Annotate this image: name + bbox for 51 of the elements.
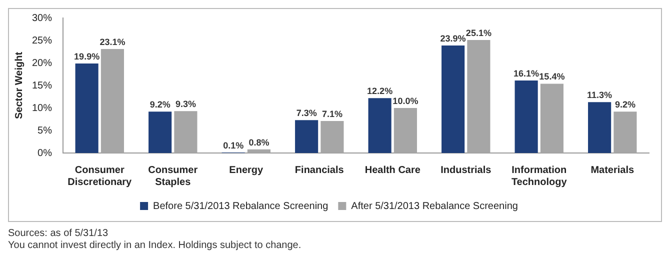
data-label: 9.3% bbox=[175, 99, 196, 110]
data-label: 7.3% bbox=[296, 108, 317, 118]
x-tick-label: Consumer Discretionary bbox=[68, 164, 132, 188]
bar bbox=[320, 121, 344, 153]
bar bbox=[295, 120, 318, 153]
bar bbox=[394, 108, 417, 153]
bar bbox=[148, 112, 172, 153]
x-tick-label: Materials bbox=[590, 164, 634, 176]
bar bbox=[442, 45, 465, 153]
data-label: 9.2% bbox=[150, 100, 170, 110]
y-tick-label: 20% bbox=[32, 58, 52, 69]
bar bbox=[100, 49, 124, 153]
bar bbox=[174, 111, 198, 153]
data-label: 23.9% bbox=[440, 33, 466, 44]
y-tick-label: 15% bbox=[32, 80, 52, 92]
data-label: 7.1% bbox=[322, 109, 342, 120]
x-tick-label: Energy bbox=[229, 164, 264, 176]
data-label: 19.9% bbox=[74, 51, 100, 62]
y-axis-title: Sector Weight bbox=[14, 51, 25, 120]
bar bbox=[368, 98, 392, 153]
y-tick-label: 25% bbox=[32, 35, 52, 46]
bar bbox=[467, 40, 490, 153]
legend-label: Before 5/31/2013 Rebalance Screening bbox=[153, 200, 328, 212]
data-label: 12.2% bbox=[367, 86, 393, 96]
data-label: 0.1% bbox=[223, 140, 244, 151]
x-tick-label: Information Technology bbox=[511, 164, 568, 188]
x-tick-label: Industrials bbox=[440, 164, 492, 176]
x-tick-label: Consumer Staples bbox=[148, 164, 198, 188]
bar bbox=[588, 102, 612, 153]
bar bbox=[247, 149, 270, 153]
x-tick-label: Financials bbox=[294, 164, 344, 176]
data-label: 25.1% bbox=[466, 28, 492, 38]
legend-label: After 5/31/2013 Rebalance Screening bbox=[351, 200, 518, 212]
bar bbox=[614, 112, 637, 153]
data-label: 15.4% bbox=[539, 72, 565, 82]
text: You cannot invest directly in an Index. Holdings subject to change. bbox=[8, 240, 302, 252]
data-label: 11.3% bbox=[587, 90, 612, 100]
data-label: 23.1% bbox=[100, 37, 126, 48]
source-note: Sources: as of 5/31/13 bbox=[8, 228, 110, 240]
bar bbox=[514, 80, 538, 153]
y-tick-label: 0% bbox=[38, 148, 52, 159]
data-label: 0.8% bbox=[248, 137, 270, 148]
bar bbox=[75, 63, 98, 153]
data-label: 10.0% bbox=[392, 96, 418, 106]
y-tick-label: 5% bbox=[38, 125, 52, 136]
data-label: 9.2% bbox=[614, 100, 636, 110]
y-tick-label: 10% bbox=[32, 102, 52, 114]
x-tick-label: Health Care bbox=[364, 164, 421, 176]
data-label: 16.1% bbox=[514, 68, 540, 79]
y-tick-label: 30% bbox=[32, 12, 52, 24]
bar bbox=[540, 84, 564, 153]
